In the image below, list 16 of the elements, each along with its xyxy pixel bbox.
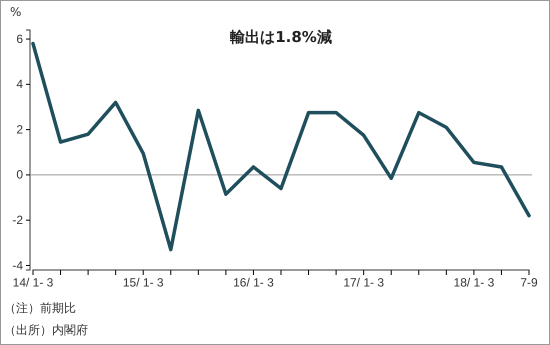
y-axis-title: % bbox=[10, 5, 22, 19]
y-tick-label: 6 bbox=[16, 32, 24, 46]
chart-title: 輸出は1.8%減 bbox=[229, 28, 332, 46]
y-tick-label: -2 bbox=[12, 213, 24, 228]
y-tick-label: -4 bbox=[12, 258, 24, 272]
text: （出所）内閣府 bbox=[4, 323, 88, 337]
x-tick-label: 16/ 1- 3 bbox=[233, 276, 274, 290]
y-tick-label: 0 bbox=[16, 168, 24, 182]
x-tick-label: 17/ 1- 3 bbox=[343, 276, 384, 290]
x-tick-label: 14/ 1- 3 bbox=[12, 276, 54, 290]
x-tick-label: 18/ 1- 3 bbox=[454, 276, 495, 290]
y-tick-label: 2 bbox=[16, 122, 24, 136]
text: （注）前期比 bbox=[4, 301, 76, 315]
x-tick-label: 7-9 bbox=[520, 276, 538, 290]
y-tick-label: 4 bbox=[16, 77, 24, 92]
x-tick-label: 15/ 1- 3 bbox=[122, 276, 164, 290]
